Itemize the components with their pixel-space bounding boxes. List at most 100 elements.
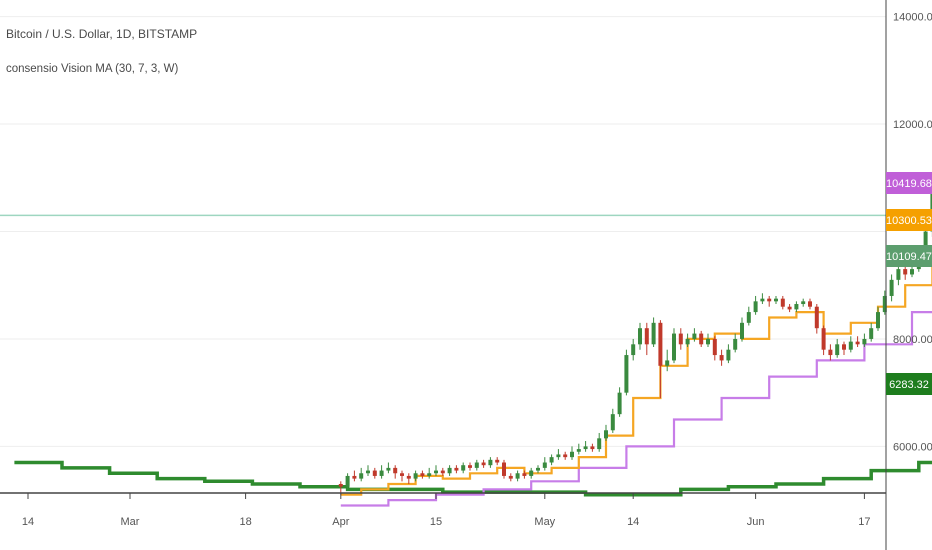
y-axis-ticks: 14000.00 12000.00 8000.00 6000.00: [893, 12, 932, 454]
candle-body: [794, 304, 799, 310]
ma-series-line-2: [340, 311, 932, 507]
x-tick-label: Mar: [121, 516, 140, 528]
candle-body: [753, 301, 758, 313]
grid-lines: [0, 16, 886, 447]
x-tick-label: Jun: [747, 516, 765, 528]
candle-body: [638, 328, 642, 345]
price-label-text: 10300.53: [886, 215, 932, 227]
candle-body: [372, 470, 377, 476]
candle-body: [808, 301, 812, 307]
candle-body: [352, 475, 357, 479]
candle-body: [345, 475, 350, 487]
y-tick-label: 8000.00: [893, 334, 932, 346]
candle-body: [889, 279, 894, 296]
candle-body: [903, 269, 908, 275]
indicator-legend[interactable]: consensio Vision MA (30, 7, 3, W): [6, 63, 179, 75]
candle-body: [876, 312, 880, 329]
candle-body: [434, 470, 438, 474]
candle-body: [746, 312, 751, 323]
candle-body: [604, 430, 608, 439]
candle-body: [542, 462, 547, 468]
candle-body: [549, 457, 554, 463]
x-tick-label: 17: [858, 516, 870, 528]
x-tick-label: 15: [430, 516, 442, 528]
price-label-box: [886, 172, 932, 194]
candle-body: [576, 449, 581, 452]
ma-series-line-1: [14, 460, 932, 497]
candle-body: [733, 338, 738, 350]
candle-body: [923, 231, 928, 253]
candle-body: [440, 470, 445, 474]
candle-body: [814, 306, 819, 329]
candle-body: [760, 298, 765, 302]
candle-body: [821, 328, 826, 350]
candle-body: [447, 467, 452, 474]
candle-body: [610, 414, 615, 431]
y-tick-label: 6000.00: [893, 441, 932, 453]
candle-body: [495, 459, 500, 463]
candle-body: [828, 349, 833, 356]
candle-body: [454, 467, 459, 471]
candle-body: [359, 473, 364, 479]
candle-body: [366, 470, 370, 474]
candle-body: [488, 459, 493, 466]
candle-body: [590, 446, 595, 450]
candle-body: [855, 341, 860, 345]
candle-body: [835, 344, 840, 356]
x-tick-label: 14: [627, 516, 639, 528]
candle-body: [651, 322, 656, 345]
symbol-legend[interactable]: Bitcoin / U.S. Dollar, 1D, BITSTAMP: [6, 27, 198, 41]
candle-body: [406, 475, 411, 479]
price-labels: 10419.68 10300.53 10109.47 6283.32: [886, 172, 932, 395]
candle-body: [386, 467, 391, 471]
price-label-box: [886, 245, 932, 267]
candle-body: [427, 473, 432, 476]
price-label-text: 10419.68: [886, 178, 932, 190]
price-label-box: [886, 209, 932, 231]
candle-body: [570, 451, 574, 458]
candle-body: [461, 465, 466, 471]
candle-body: [624, 355, 629, 393]
candle-body: [658, 322, 663, 366]
x-tick-label: 18: [239, 516, 251, 528]
candle-body: [692, 333, 697, 339]
candle-body: [848, 341, 853, 350]
candle-body: [644, 328, 649, 345]
candle-body: [801, 301, 806, 305]
candle-body: [481, 462, 486, 466]
candle-body: [712, 338, 717, 356]
candle-body: [862, 338, 867, 345]
candle-body: [563, 454, 568, 458]
x-tick-label: May: [534, 516, 555, 528]
candle-body: [896, 269, 901, 280]
price-label-text: 6283.32: [889, 379, 929, 391]
candle-body: [617, 392, 622, 415]
candle-body: [672, 333, 676, 361]
candle-body: [597, 438, 602, 450]
candle-body: [631, 344, 636, 356]
candle-body: [706, 338, 710, 345]
candle-body: [665, 360, 670, 366]
candle-body: [726, 349, 731, 361]
x-axis-ticks: 14Mar18Apr15May14Jun17Jul15Aug19: [22, 493, 871, 528]
price-label-text: 10109.47: [886, 251, 932, 263]
y-tick-label: 12000.00: [893, 119, 932, 131]
x-tick-label: Apr: [332, 516, 349, 528]
candle-body: [536, 467, 540, 471]
candle-body: [468, 465, 472, 468]
candle-body: [508, 475, 513, 479]
candle-body: [719, 355, 724, 361]
candle-body: [882, 295, 887, 313]
candle-body: [474, 462, 479, 468]
price-label-box: [886, 373, 932, 395]
candle-body: [522, 473, 527, 476]
y-tick-label: 14000.00: [893, 12, 932, 24]
candle-body: [393, 467, 398, 474]
candle-body: [556, 454, 561, 458]
candle-body: [678, 333, 683, 345]
candle-body: [502, 462, 506, 476]
candle-body: [774, 298, 778, 302]
candle-body: [685, 338, 690, 345]
